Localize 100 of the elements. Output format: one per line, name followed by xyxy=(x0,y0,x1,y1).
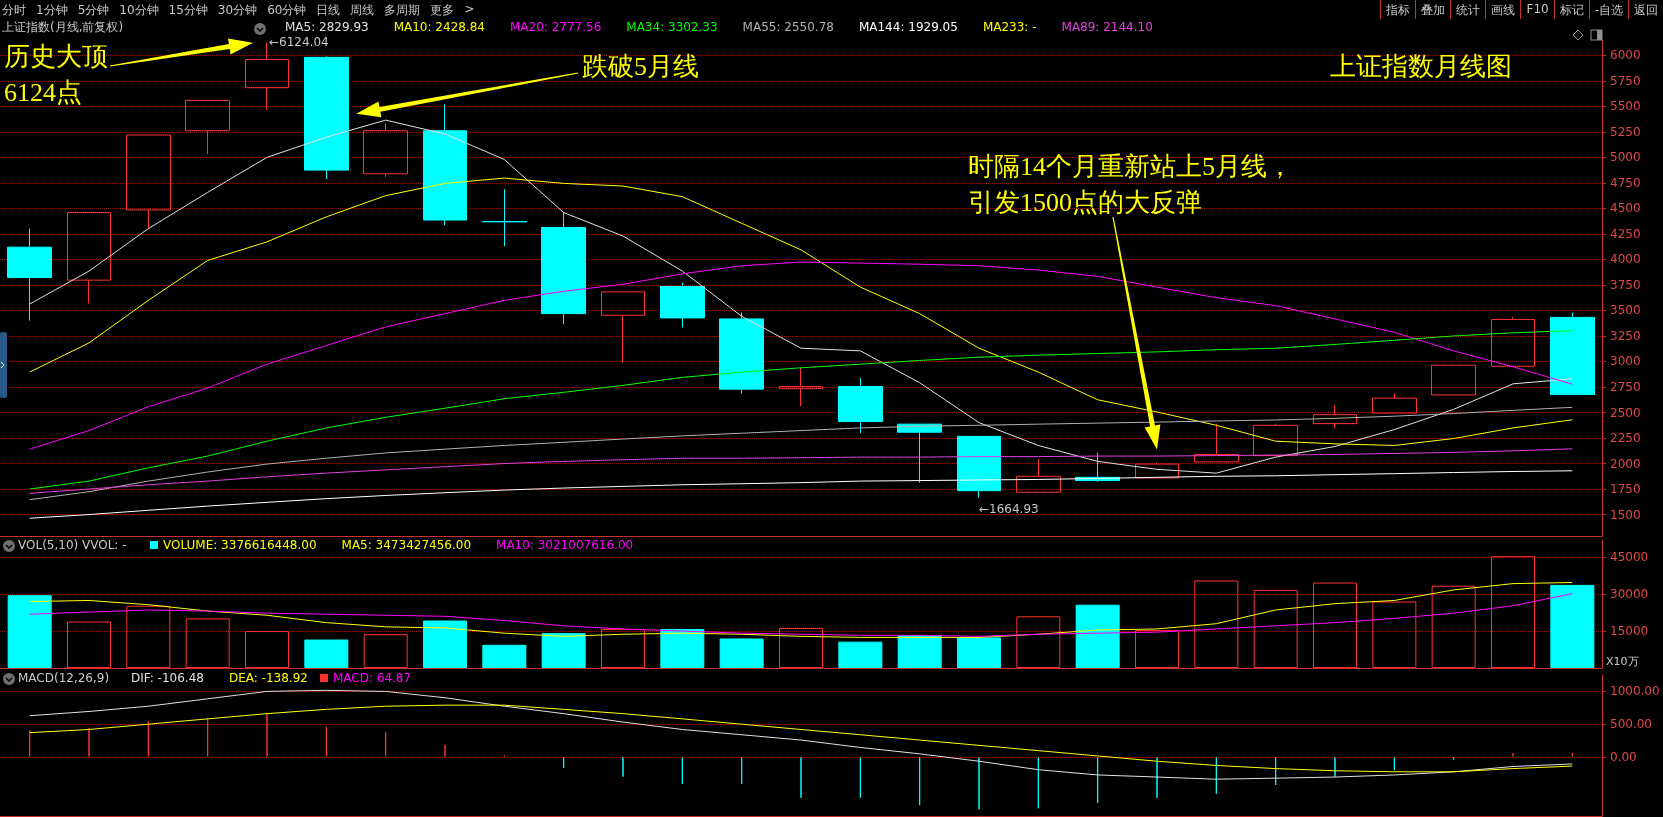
bar xyxy=(1135,630,1179,668)
bar xyxy=(7,595,52,668)
chart-title: 上证指数(月线,前复权) xyxy=(2,20,124,34)
annotation: 历史大顶 xyxy=(4,41,108,73)
y-tick-label: 2500 xyxy=(1610,405,1641,420)
line-series xyxy=(29,448,1573,494)
y-tick-label: 4750 xyxy=(1610,175,1641,190)
y-tick-label: 5250 xyxy=(1610,124,1641,139)
bar xyxy=(482,644,527,668)
line-series xyxy=(29,119,1573,474)
y-tick-label: 4500 xyxy=(1610,201,1641,216)
bar xyxy=(838,641,883,668)
line-series xyxy=(29,177,1573,446)
text: MA55: 2550.78 xyxy=(742,20,834,34)
text: MA5: 3473427456.00 xyxy=(341,538,472,552)
bar xyxy=(1550,584,1595,668)
bar xyxy=(719,638,764,668)
y-tick-label: 2000 xyxy=(1610,456,1641,471)
bar xyxy=(423,620,467,668)
bar xyxy=(779,627,823,668)
candlestick xyxy=(1194,423,1239,463)
bar xyxy=(1491,556,1535,668)
candlestick xyxy=(423,103,467,226)
y-tick-label: 5000 xyxy=(1610,150,1641,165)
legend-label: MACD: 64.87 xyxy=(332,671,412,685)
bar xyxy=(1253,589,1298,668)
candlestick xyxy=(719,312,764,394)
candlestick xyxy=(541,212,586,325)
candlestick xyxy=(1313,404,1357,429)
y-tick-label: 4000 xyxy=(1610,252,1641,267)
candlestick xyxy=(363,122,408,178)
candlestick xyxy=(7,228,52,322)
y-tick-label: 3000 xyxy=(1610,354,1641,369)
y-tick-label: 4250 xyxy=(1610,226,1641,241)
y-tick-label: 30000 xyxy=(1610,587,1649,602)
y-tick-label: 3750 xyxy=(1610,277,1641,292)
bar xyxy=(957,637,1001,668)
text: MA10: 2428.84 xyxy=(393,20,485,34)
annotation: 时隔14个月重新站上5月线， xyxy=(968,151,1293,183)
line-series xyxy=(29,330,1573,490)
y-tick-label: 2750 xyxy=(1610,380,1641,394)
line-series xyxy=(29,406,1573,501)
legend-label: VOLUME: 3376616448.00 xyxy=(163,538,317,552)
y-tick-label: 15000 xyxy=(1610,624,1649,639)
y-tick-label: 500.00 xyxy=(1610,717,1652,732)
bar xyxy=(660,628,705,668)
bar xyxy=(1313,582,1357,668)
y-axis-title: X10万 xyxy=(1606,655,1639,668)
chart-title: MACD(12,26,9) xyxy=(18,671,110,685)
annotation: 上证指数月线图 xyxy=(1330,51,1512,83)
line-series xyxy=(29,261,1573,450)
bar xyxy=(1372,601,1417,668)
y-tick-label: 1750 xyxy=(1610,482,1641,497)
candlestick xyxy=(304,55,349,180)
text: DEA: -138.92 xyxy=(228,671,308,685)
candlestick xyxy=(601,291,645,363)
candlestick xyxy=(1491,316,1535,367)
text: 指标 叠加 统计 画线 F10 标记 -自选 返回 xyxy=(1385,1,1659,19)
series-label: DIF: -106.48 xyxy=(131,671,204,685)
line-series xyxy=(29,704,1573,773)
candlestick xyxy=(1372,392,1417,414)
line-series xyxy=(29,593,1573,637)
bar xyxy=(1194,580,1239,668)
candlestick xyxy=(482,188,527,247)
y-tick-label: 6000 xyxy=(1610,48,1641,63)
bar xyxy=(67,621,111,668)
bar xyxy=(541,633,586,668)
candlestick xyxy=(838,377,883,434)
bar xyxy=(363,634,408,668)
annotation: 引发1500点的大反弹 xyxy=(968,187,1202,219)
candlestick xyxy=(1016,458,1061,493)
chart-title: VOL(5,10) VVOL: - xyxy=(18,538,127,552)
candlestick xyxy=(185,99,230,155)
bar xyxy=(126,605,171,668)
bar xyxy=(304,639,349,668)
candlestick xyxy=(1431,364,1476,396)
y-tick-label: 5500 xyxy=(1610,99,1641,114)
candlestick xyxy=(779,367,823,407)
line-series xyxy=(29,582,1573,638)
annotation: 6124点 xyxy=(4,77,82,109)
y-tick-label: 2250 xyxy=(1610,431,1641,446)
text: MA5: 2829.93 xyxy=(285,20,369,34)
bar xyxy=(897,635,942,668)
bar xyxy=(1431,585,1476,668)
text: MA20: 2777.56 xyxy=(509,20,602,34)
y-tick-label: 5750 xyxy=(1610,73,1641,88)
y-tick-label: 3500 xyxy=(1610,303,1641,318)
text: MA10: 3021007616.00 xyxy=(496,538,634,552)
bar xyxy=(185,618,230,668)
line-series xyxy=(29,470,1573,519)
y-tick-label: 3250 xyxy=(1610,328,1641,343)
bar xyxy=(1075,604,1120,668)
text: MA34: 3302.33 xyxy=(626,20,718,34)
bar xyxy=(245,631,289,668)
text: MA144: 1929.05 xyxy=(858,20,958,34)
annotation: ←1664.93 xyxy=(979,501,1039,516)
text: MA89: 2144.10 xyxy=(1061,20,1153,34)
legend-label: MA233: - xyxy=(982,20,1037,34)
line-series xyxy=(29,689,1573,780)
y-tick-label: 1500 xyxy=(1610,507,1641,522)
